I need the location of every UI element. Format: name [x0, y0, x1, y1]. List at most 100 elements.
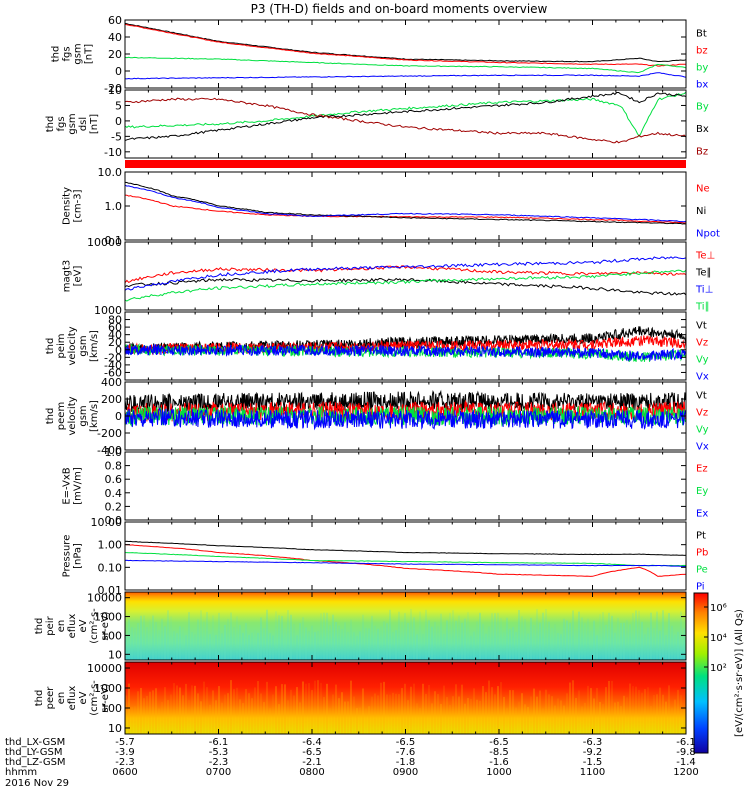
spectrogram-column: [476, 621, 478, 660]
y-tick-label: 0.0: [105, 514, 123, 527]
spectrogram-column: [386, 694, 388, 734]
x-axis-row-value: -1.5: [583, 757, 603, 768]
colorbar-tick-label: 10⁶: [710, 603, 727, 614]
spectrogram-column: [326, 683, 328, 734]
legend-entry-bx: bx: [696, 80, 708, 91]
spectrogram-column: [212, 615, 214, 660]
spectrogram-column: [152, 615, 154, 660]
spectrogram-column: [308, 683, 310, 734]
y-tick-label: 1000: [94, 304, 122, 317]
panel-fgs_gsm: 60 40 20 0 -20 thd fgs gsm [nT] Bt bz by bx: [51, 14, 709, 95]
spectrogram-column: [395, 693, 397, 734]
spectrogram-column: [317, 631, 319, 660]
spectrogram-column: [350, 680, 352, 734]
spectrogram-column: [497, 612, 499, 660]
spectrogram-column: [590, 688, 592, 734]
spectrogram-column: [338, 625, 340, 660]
spectrogram-column: [434, 621, 436, 660]
y-tick-label: 10000: [87, 592, 122, 605]
series-line-density-Npot: [125, 184, 686, 223]
spectrogram-column: [179, 687, 181, 734]
spectrogram-column: [539, 690, 541, 734]
series-line-density-Ni: [125, 181, 686, 225]
spectrogram-column: [347, 701, 349, 734]
spectrogram-column: [128, 619, 130, 660]
spectrogram-column: [506, 707, 508, 734]
spectrogram-column: [563, 618, 565, 660]
colorbar-tick-label: 10²: [710, 663, 727, 674]
spectrogram-column: [647, 687, 649, 734]
colorbar: 10⁶ 10⁴ 10² [eV/(cm²·s·sr·eV)] (All Qs): [693, 592, 745, 754]
series-line-pressure-Pi: [125, 559, 686, 568]
spectrogram-column: [272, 694, 274, 734]
spectrogram-column: [260, 693, 262, 734]
legend-entry-bz: bz: [696, 46, 708, 57]
legend-entry-Vy: Vy: [696, 425, 709, 436]
spectrogram-column: [389, 694, 391, 734]
spectrogram-column: [473, 631, 475, 660]
spectrogram-column: [560, 634, 562, 660]
spectrogram-column: [146, 696, 148, 734]
spectrogram-column: [542, 612, 544, 660]
y-axis-label-line: velocity: [67, 396, 78, 435]
spectrogram-column: [620, 706, 622, 734]
spectrogram-column: [530, 617, 532, 660]
spectrogram-column: [206, 687, 208, 734]
spectrogram-column: [425, 609, 427, 660]
spectrogram-column: [380, 626, 382, 660]
spectrogram-column: [260, 617, 262, 660]
spectrogram-column: [236, 687, 238, 734]
y-axis-label-line: [mV/m]: [73, 467, 84, 505]
legend-entry-Bz: Bz: [696, 147, 708, 158]
spectrogram-column: [257, 632, 259, 660]
panel-density: 10.0 1.0 0.1 Density [cm-3] Ne Ni Npot: [62, 166, 720, 247]
legend-entry-Ni: Ni: [696, 206, 706, 217]
spectrogram-column: [200, 701, 202, 734]
y-tick-label: 5: [115, 99, 122, 112]
spectrogram-column: [278, 704, 280, 734]
spectrogram-column: [131, 627, 133, 660]
spectrogram-column: [533, 624, 535, 660]
spectrogram-column: [581, 706, 583, 734]
spectrogram-column: [245, 689, 247, 734]
y-axis-label-line: [cm-3]: [73, 189, 84, 222]
spectrogram-column: [560, 700, 562, 734]
spectrogram-column: [539, 622, 541, 660]
y-tick-label: 0.8: [105, 460, 123, 473]
spectrogram-column: [275, 686, 277, 734]
y-axis-label-line: (cm²-s-: [89, 680, 100, 716]
legend-entry-Ex: Ex: [696, 509, 708, 520]
legend-entry-Ti∥: Ti∥: [695, 302, 710, 313]
spectrogram-column: [503, 696, 505, 734]
y-tick-label: 40: [108, 31, 122, 44]
x-axis-row-value: 0900: [393, 767, 418, 778]
panel-temperature: 10000 1000 magt3 [eV] Te⊥ Te∥ Ti⊥ Ti∥: [62, 236, 716, 317]
spectrogram-column: [311, 690, 313, 734]
spectrogram-column: [668, 685, 670, 734]
x-axis-row-value: 0800: [299, 767, 324, 778]
spectrogram-column: [467, 612, 469, 660]
spectrogram-column: [425, 693, 427, 734]
legend-entry-By: By: [696, 101, 709, 112]
y-tick-label: 10: [108, 722, 122, 735]
y-axis-label-line: peem: [56, 402, 67, 430]
spectrogram-column: [584, 623, 586, 660]
spectrogram-column: [302, 681, 304, 734]
spectrogram-column: [554, 705, 556, 734]
spectrogram-column: [320, 682, 322, 734]
spectrogram-column: [602, 703, 604, 734]
spectrogram-column: [203, 621, 205, 660]
spectrogram-column: [125, 634, 127, 660]
legend-entry-Vt: Vt: [696, 321, 707, 332]
spectrogram-column: [470, 635, 472, 660]
spectrogram-column: [551, 627, 553, 660]
spectrogram-column: [557, 633, 559, 660]
spectrogram-column: [665, 701, 667, 734]
spectrogram-column: [161, 701, 163, 734]
spectrogram-column: [566, 693, 568, 734]
spectrogram-column: [431, 626, 433, 660]
spectrogram-column: [203, 681, 205, 734]
spectrogram-column: [482, 685, 484, 734]
